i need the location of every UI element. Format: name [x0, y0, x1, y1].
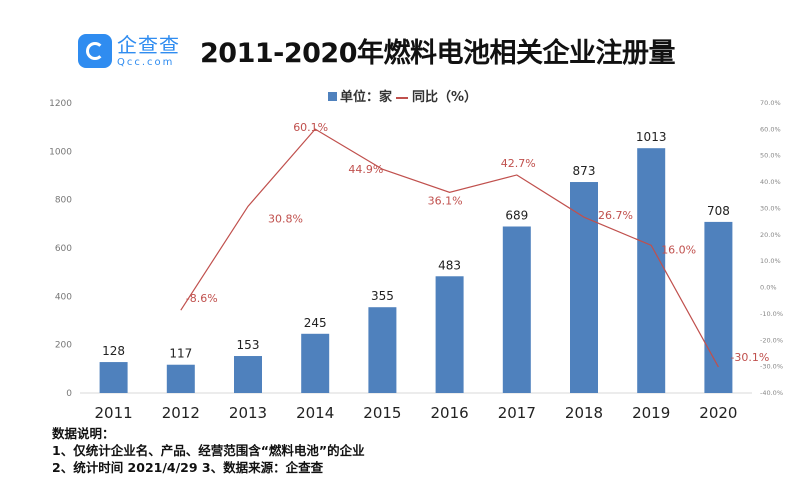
bar-data-label: 708: [707, 204, 730, 218]
bar-2016: [435, 276, 464, 393]
bar-2019: [637, 148, 666, 393]
right-tick-label: 30.0%: [760, 204, 781, 212]
x-tick-label: 2016: [431, 404, 469, 422]
right-tick-label: 60.0%: [760, 125, 781, 133]
x-tick-label: 2011: [95, 404, 133, 422]
note-1: 1、仅统计企业名、产品、经营范围含“燃料电池”的企业: [52, 443, 365, 458]
x-tick-label: 2017: [498, 404, 536, 422]
bar-2015: [368, 307, 397, 393]
right-tick-label: 20.0%: [760, 231, 781, 239]
line-data-label: 30.8%: [268, 212, 303, 225]
bar-data-label: 117: [169, 347, 192, 361]
bar-data-label: 245: [304, 316, 327, 330]
bar-data-label: 355: [371, 289, 394, 303]
qcc-logo: 企查查 Qcc.com: [78, 34, 180, 68]
line-data-label: 36.1%: [428, 194, 463, 207]
x-tick-label: 2013: [229, 404, 267, 422]
notes-heading: 数据说明：: [52, 426, 115, 441]
line-data-label: 44.9%: [348, 163, 383, 176]
bar-data-label: 1013: [636, 130, 667, 144]
right-tick-label: -20.0%: [760, 336, 783, 344]
bar-2011: [99, 362, 128, 393]
left-tick-label: 400: [55, 292, 72, 302]
x-tick-label: 2018: [565, 404, 603, 422]
x-tick-label: 2014: [296, 404, 334, 422]
bar-data-label: 689: [505, 208, 528, 222]
line-data-label: -30.1%: [730, 351, 769, 364]
left-tick-label: 600: [55, 244, 72, 254]
right-tick-label: -40.0%: [760, 389, 783, 397]
bar-2017: [502, 226, 531, 393]
bar-2012: [166, 364, 195, 393]
left-tick-label: 1200: [49, 99, 72, 109]
line-data-label: 16.0%: [661, 243, 696, 256]
right-tick-label: 50.0%: [760, 152, 781, 160]
bar-2014: [301, 333, 330, 393]
right-tick-label: -10.0%: [760, 310, 783, 318]
qcc-logo-icon: [78, 34, 112, 68]
line-data-label: -8.6%: [186, 292, 218, 305]
x-tick-label: 2012: [162, 404, 200, 422]
right-tick-label: 40.0%: [760, 178, 781, 186]
bar-data-label: 483: [438, 258, 461, 272]
logo-en: Qcc.com: [117, 56, 175, 68]
legend-bar-swatch: [327, 92, 337, 101]
x-tick-label: 2019: [632, 404, 670, 422]
left-tick-label: 0: [66, 389, 72, 399]
bar-2020: [704, 221, 733, 393]
bar-data-label: 153: [237, 338, 260, 352]
right-tick-label: 70.0%: [760, 99, 781, 107]
bar-2018: [570, 182, 598, 393]
left-tick-label: 200: [55, 341, 72, 351]
line-data-label: 42.7%: [501, 157, 536, 170]
legend: 单位：家 同比（%）: [0, 86, 805, 105]
left-tick-label: 800: [55, 196, 72, 206]
chart-title: 2011-2020年燃料电池相关企业注册量: [200, 38, 676, 69]
right-tick-label: 0.0%: [760, 284, 777, 292]
line-data-label: 60.1%: [293, 121, 328, 134]
bar-2013: [234, 356, 262, 393]
data-notes: 数据说明： 1、仅统计企业名、产品、经营范围含“燃料电池”的企业 2、统计时间 …: [52, 425, 365, 476]
legend-line-label: 同比（%）: [411, 90, 478, 105]
left-tick-label: 1000: [49, 147, 72, 157]
legend-line-swatch: [395, 96, 408, 99]
bar-data-label: 128: [102, 344, 125, 358]
right-tick-label: 10.0%: [760, 257, 781, 265]
bar-data-label: 873: [573, 164, 596, 178]
right-tick-label: -30.0%: [760, 363, 783, 371]
yoy-line: [180, 128, 719, 368]
x-tick-label: 2020: [699, 404, 737, 422]
logo-cn: 企查查: [117, 32, 180, 57]
line-data-label: 26.7%: [598, 209, 633, 222]
note-2: 2、统计时间 2021/4/29 3、数据来源：企查查: [52, 460, 324, 475]
x-tick-label: 2015: [363, 404, 401, 422]
legend-bar-label: 单位：家: [339, 90, 392, 105]
